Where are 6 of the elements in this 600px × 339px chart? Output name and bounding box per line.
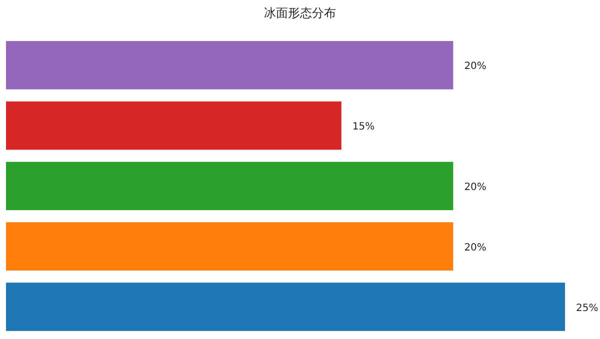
chart-title: 冰面形态分布 xyxy=(264,6,336,20)
data-label: 20% xyxy=(464,182,486,193)
data-label: 20% xyxy=(464,242,486,254)
data-label: 15% xyxy=(352,122,375,133)
data-label: 25% xyxy=(576,302,598,314)
data-label: 20% xyxy=(464,61,486,72)
